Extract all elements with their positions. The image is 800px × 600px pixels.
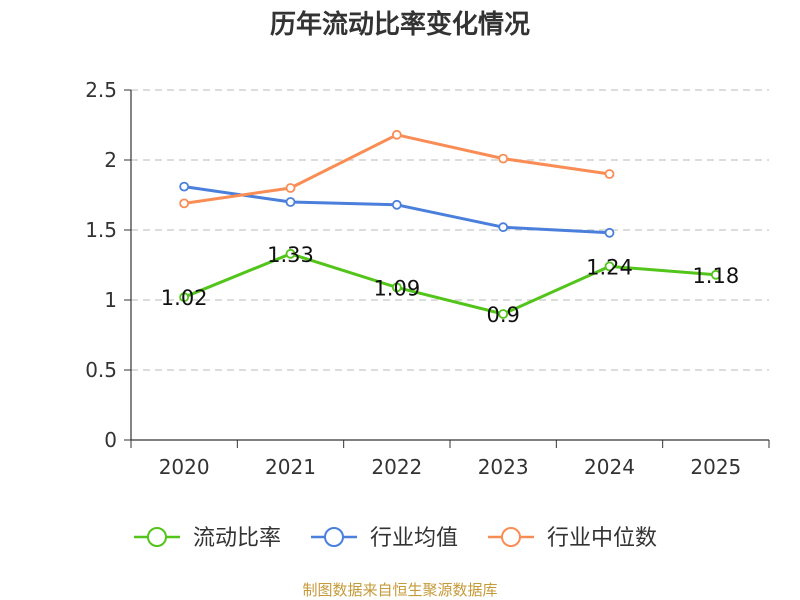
y-tick-label: 2.5	[85, 78, 117, 102]
y-tick-label: 0.5	[85, 358, 117, 382]
data-point	[710, 269, 721, 280]
legend-item[interactable]: 行业中位数	[488, 526, 657, 551]
data-point	[391, 199, 402, 210]
legend-label: 流动比率	[193, 526, 281, 551]
legend-label: 行业中位数	[547, 526, 657, 551]
legend-swatch-marker	[501, 527, 521, 547]
legend-swatch-marker	[147, 527, 167, 547]
x-tick-label: 2020	[159, 455, 210, 479]
data-point	[285, 248, 296, 259]
legend-swatch-marker	[324, 527, 344, 547]
series-line-0	[183, 252, 716, 316]
data-point	[604, 261, 615, 272]
legend: 流动比率 行业均值 行业中位数	[134, 526, 657, 551]
data-point	[498, 222, 509, 233]
data-point	[179, 198, 190, 209]
y-tick-label: 1	[104, 288, 117, 312]
y-tick-label: 2	[104, 148, 117, 172]
data-label: 1.18	[692, 264, 739, 288]
source-note: 制图数据来自恒生聚源数据库	[302, 581, 497, 599]
gridlines	[131, 89, 769, 371]
data-point	[498, 309, 509, 319]
legend-label: 行业均值	[370, 526, 458, 551]
y-tick-label: 0	[104, 428, 117, 452]
legend-item[interactable]: 流动比率	[134, 526, 281, 551]
data-label: 0.9	[486, 303, 519, 327]
x-tick-label: 2022	[371, 455, 422, 479]
data-point	[604, 169, 615, 179]
chart-title: 历年流动比率变化情况	[270, 9, 530, 40]
data-label: 1.02	[161, 286, 208, 310]
data-label: 1.33	[267, 243, 314, 267]
data-point	[604, 227, 615, 238]
data-point	[285, 183, 296, 193]
data-point	[179, 292, 190, 303]
y-tick-label: 1.5	[85, 218, 117, 242]
data-label: 1.24	[586, 255, 633, 279]
axes: 0 0.5 1 1.5 2 2.5 2020 2021 2022 2023 2024 2025	[85, 78, 770, 479]
data-point	[179, 181, 190, 192]
data-point	[285, 197, 296, 207]
x-tick-label: 2021	[265, 455, 316, 479]
series-line-2	[183, 133, 610, 205]
legend-item[interactable]: 行业均值	[311, 526, 458, 551]
data-point	[391, 282, 402, 293]
data-point	[391, 129, 402, 140]
x-tick-label: 2025	[690, 455, 741, 479]
x-tick-label: 2024	[584, 455, 635, 479]
x-tick-label: 2023	[478, 455, 529, 479]
data-labels: 1.02 1.33 1.09 0.9 1.24 1.18	[161, 243, 739, 327]
data-label: 1.09	[373, 276, 420, 300]
data-point	[498, 153, 509, 164]
series-layer	[179, 129, 721, 319]
